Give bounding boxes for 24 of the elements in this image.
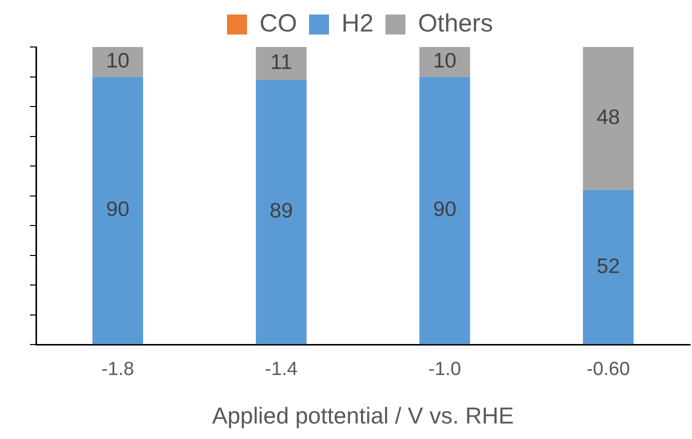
data-label: 10 <box>106 50 130 73</box>
data-label: 52 <box>596 254 620 278</box>
x-axis-title: Applied pottential / V vs. RHE <box>212 402 514 429</box>
bar <box>582 47 634 190</box>
x-tick-label: -0.60 <box>586 359 630 380</box>
data-label: 89 <box>270 200 293 223</box>
bar <box>419 47 470 77</box>
x-tick-label: -1.8 <box>101 359 134 380</box>
bar <box>582 190 634 344</box>
bar <box>256 47 307 80</box>
bar <box>92 47 144 77</box>
legend-label: CO <box>260 9 298 38</box>
data-label: 10 <box>433 50 456 73</box>
data-label: 90 <box>433 198 456 222</box>
legend-label: Others <box>418 9 493 38</box>
bar <box>256 80 307 344</box>
bar <box>419 76 470 344</box>
data-label: 11 <box>270 51 292 74</box>
x-tick-label: -1.4 <box>264 359 298 380</box>
data-label: 48 <box>596 106 620 130</box>
x-tick-label: -1.0 <box>428 359 462 380</box>
legend-label: H2 <box>342 9 374 38</box>
bar <box>92 76 144 344</box>
data-label: 90 <box>106 198 130 222</box>
